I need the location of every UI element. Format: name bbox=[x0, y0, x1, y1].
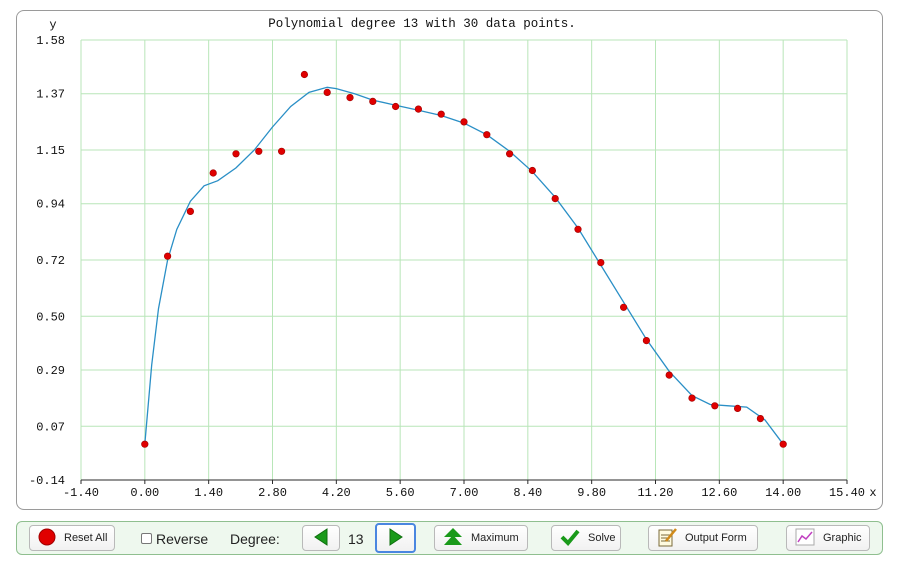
data-point bbox=[688, 394, 696, 402]
chart-title: Polynomial degree 13 with 30 data points… bbox=[268, 17, 576, 31]
data-point bbox=[597, 259, 605, 267]
data-point bbox=[483, 131, 491, 139]
output-form-label: Output Form bbox=[685, 532, 747, 544]
data-point bbox=[392, 102, 400, 111]
x-tick-label: 14.00 bbox=[765, 486, 801, 500]
data-point bbox=[186, 207, 194, 215]
degree-value: 13 bbox=[348, 531, 364, 547]
fitted-curve bbox=[144, 86, 784, 445]
x-axis-label: x bbox=[869, 486, 876, 500]
reset-all-button[interactable]: Reset All bbox=[29, 525, 115, 551]
double-up-arrow-icon bbox=[443, 527, 463, 550]
data-point bbox=[574, 225, 582, 233]
data-point bbox=[278, 147, 286, 155]
x-tick-label: 1.40 bbox=[194, 486, 223, 500]
x-tick-label: -1.40 bbox=[63, 486, 99, 500]
data-point bbox=[414, 105, 423, 113]
graph-icon bbox=[795, 528, 815, 549]
chart-panel: -1.40 0.00 1.40 2.80 4.20 5.60 7.00 8.40 9.80 11.… bbox=[16, 10, 883, 510]
y-tick-label: 1.15 bbox=[36, 144, 65, 158]
right-arrow-icon bbox=[389, 527, 403, 549]
x-tick-label: 11.20 bbox=[637, 486, 673, 500]
data-point bbox=[665, 371, 673, 379]
checkmark-icon bbox=[560, 528, 580, 549]
red-circle-icon bbox=[38, 528, 56, 549]
data-point bbox=[642, 337, 651, 345]
x-tick-label: 15.40 bbox=[829, 486, 865, 500]
x-tick-label: 9.80 bbox=[577, 486, 606, 500]
y-tick-label: 0.94 bbox=[36, 198, 65, 212]
data-point bbox=[779, 440, 787, 448]
data-point bbox=[346, 93, 354, 102]
degree-decrease-button[interactable] bbox=[302, 525, 340, 551]
data-point bbox=[209, 169, 217, 177]
point-layer bbox=[141, 70, 787, 448]
y-tick-label: -0.14 bbox=[29, 474, 65, 488]
maximum-label: Maximum bbox=[471, 532, 519, 544]
maximum-button[interactable]: Maximum bbox=[434, 525, 528, 551]
data-point bbox=[164, 252, 172, 260]
solve-button[interactable]: Solve bbox=[551, 525, 621, 551]
y-axis-label: y bbox=[49, 18, 56, 32]
x-tick-label: 5.60 bbox=[386, 486, 415, 500]
data-point bbox=[255, 147, 263, 155]
degree-label: Degree: bbox=[230, 531, 280, 547]
x-tick-label: 0.00 bbox=[130, 486, 159, 500]
y-tick-label: 1.58 bbox=[36, 34, 65, 48]
degree-increase-button[interactable] bbox=[375, 523, 416, 553]
grid-layer bbox=[80, 39, 848, 481]
x-tick-label: 7.00 bbox=[450, 486, 479, 500]
x-tick-label: 12.60 bbox=[701, 486, 737, 500]
reverse-checkbox[interactable] bbox=[141, 533, 152, 544]
notepad-pencil-icon bbox=[657, 527, 677, 550]
solve-label: Solve bbox=[588, 532, 616, 544]
y-tick-label: 0.50 bbox=[36, 310, 65, 324]
data-point bbox=[141, 440, 149, 448]
data-point bbox=[437, 110, 445, 118]
x-tick-label: 2.80 bbox=[258, 486, 287, 500]
output-form-button[interactable]: Output Form bbox=[648, 525, 758, 551]
data-point bbox=[756, 415, 765, 423]
y-tick-label: 0.72 bbox=[36, 254, 65, 268]
data-point bbox=[528, 166, 537, 175]
data-point bbox=[551, 195, 559, 203]
data-point bbox=[323, 88, 331, 96]
data-point bbox=[232, 150, 240, 158]
reset-all-label: Reset All bbox=[64, 532, 108, 544]
data-point bbox=[711, 402, 719, 410]
axis-layer: -1.40 0.00 1.40 2.80 4.20 5.60 7.00 8.40 9.80 11.… bbox=[29, 34, 865, 500]
data-point bbox=[369, 97, 377, 105]
x-tick-label: 4.20 bbox=[322, 486, 351, 500]
data-point bbox=[460, 118, 468, 126]
chart-svg: -1.40 0.00 1.40 2.80 4.20 5.60 7.00 8.40 9.80 11.… bbox=[29, 17, 877, 500]
left-arrow-icon bbox=[314, 527, 328, 549]
data-point bbox=[619, 303, 628, 311]
data-point bbox=[300, 70, 309, 79]
graphic-button[interactable]: Graphic bbox=[786, 525, 870, 551]
y-tick-label: 0.07 bbox=[36, 420, 65, 434]
data-point bbox=[506, 150, 514, 158]
x-tick-label: 8.40 bbox=[513, 486, 542, 500]
y-tick-label: 1.37 bbox=[36, 88, 65, 102]
y-tick-label: 0.29 bbox=[36, 364, 65, 378]
toolbar: Reset All Reverse Degree: 13 Maximum Sol… bbox=[16, 521, 883, 555]
graphic-label: Graphic bbox=[823, 532, 862, 544]
reverse-label: Reverse bbox=[156, 531, 209, 547]
data-point bbox=[733, 404, 742, 413]
curve-layer bbox=[144, 86, 784, 445]
